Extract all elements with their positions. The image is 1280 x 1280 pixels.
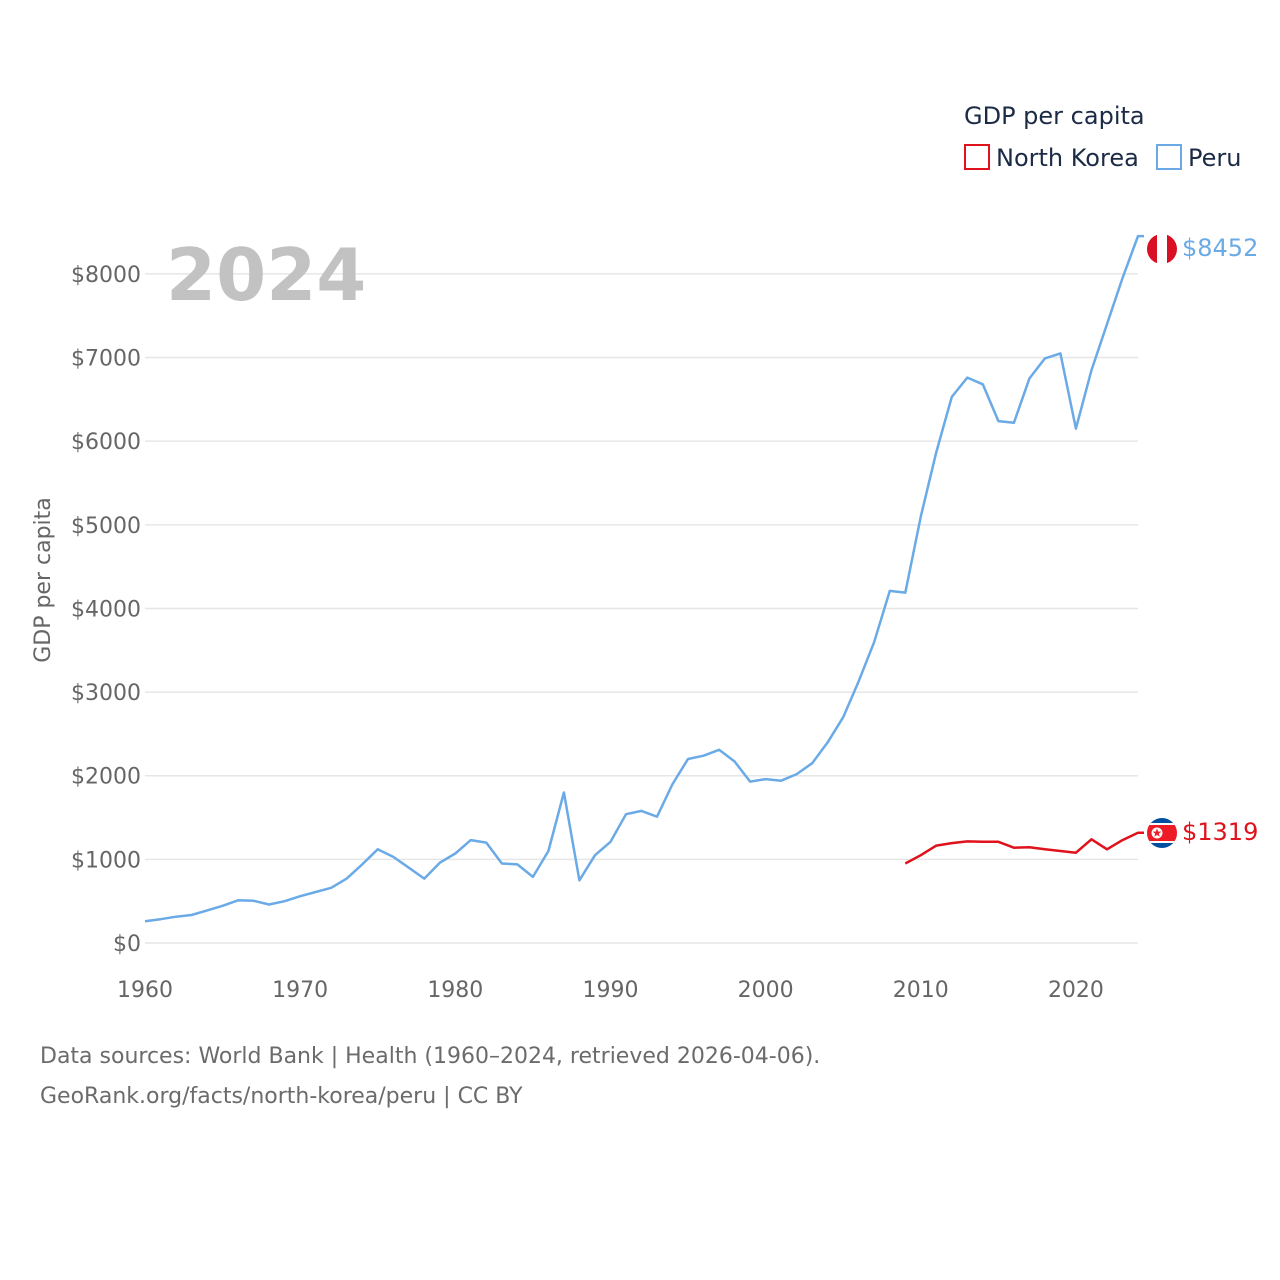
y-tick-label: $4000 (71, 597, 141, 622)
north-korea-end-value: $1319 (1182, 818, 1258, 846)
peru-end-value: $8452 (1182, 234, 1258, 262)
legend-label-north-korea[interactable]: North Korea (996, 144, 1139, 172)
y-tick-label: $1000 (71, 848, 141, 873)
x-tick-label: 1960 (117, 978, 173, 1003)
y-tick-label: $6000 (71, 430, 141, 455)
y-tick-label: $3000 (71, 681, 141, 706)
y-tick-label: $2000 (71, 765, 141, 790)
x-tick-label: 2010 (893, 978, 949, 1003)
y-tick-label: $0 (113, 932, 141, 957)
legend: GDP per capita North Korea Peru (964, 102, 1241, 172)
x-tick-label: 2000 (738, 978, 794, 1003)
x-tick-label: 1970 (272, 978, 328, 1003)
y-tick-label: $5000 (71, 514, 141, 539)
x-tick-label: 2020 (1048, 978, 1104, 1003)
x-tick-label: 1980 (427, 978, 483, 1003)
source-link[interactable]: GeoRank.org/facts/north-korea/peru | CC … (40, 1084, 523, 1109)
series-line-peru[interactable] (144, 234, 1144, 923)
y-axis: $0 $1000 $2000 $3000 $4000 $5000 $6000 $7000 $80… (71, 263, 141, 957)
x-tick-label: 1990 (582, 978, 638, 1003)
source-note: Data sources: World Bank | Health (1960–… (40, 1044, 821, 1069)
y-tick-label: $7000 (71, 347, 141, 372)
series-line-north-korea[interactable] (904, 831, 1144, 865)
x-axis: 1960 1970 1980 1990 2000 2010 2020 (117, 978, 1104, 1003)
y-axis-label: GDP per capita (31, 497, 56, 663)
legend-swatch-peru[interactable] (1156, 144, 1182, 170)
legend-swatch-north-korea[interactable] (964, 144, 990, 170)
legend-title: GDP per capita (964, 102, 1145, 130)
north-korea-flag-icon (1147, 818, 1177, 848)
peru-flag-icon (1147, 234, 1177, 264)
legend-label-peru[interactable]: Peru (1188, 144, 1241, 172)
grid-lines (145, 273, 1138, 944)
year-label: 2024 (166, 233, 366, 317)
y-tick-label: $8000 (71, 263, 141, 288)
series-lines (144, 234, 1144, 923)
